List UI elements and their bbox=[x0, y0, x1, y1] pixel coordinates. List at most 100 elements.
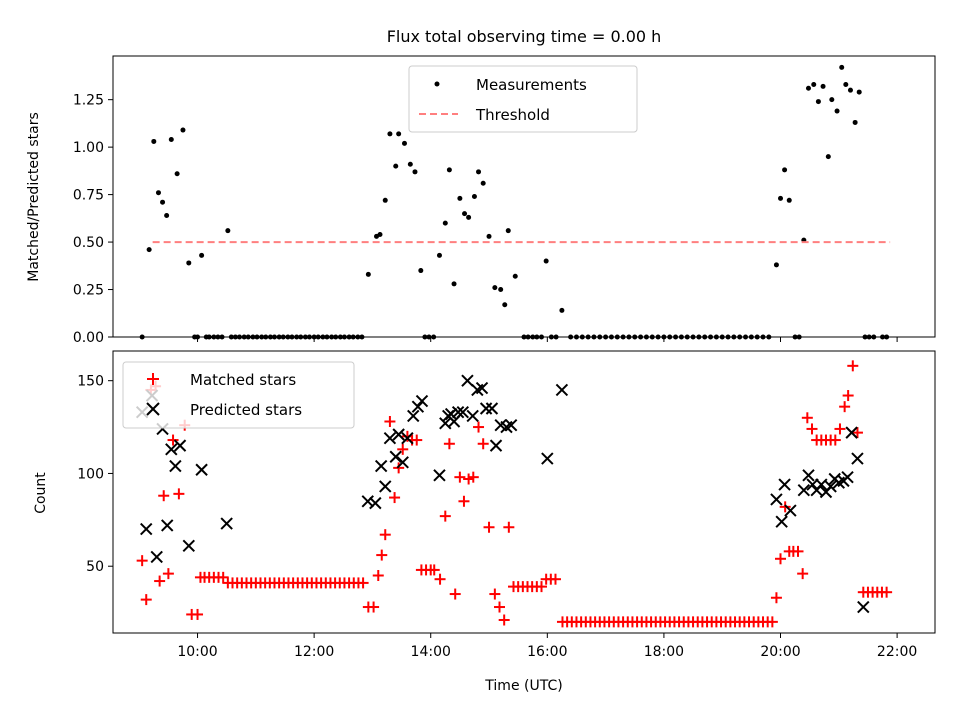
legend-matched-marker bbox=[147, 373, 159, 385]
measurement-point bbox=[180, 127, 186, 133]
measurement-point bbox=[446, 167, 452, 173]
bottom-y-tick-label: 50 bbox=[86, 559, 104, 575]
matched-point bbox=[806, 423, 818, 435]
matched-point bbox=[434, 573, 446, 585]
predicted-point bbox=[851, 452, 864, 465]
matched-point bbox=[779, 501, 791, 513]
measurement-point bbox=[396, 131, 402, 137]
matched-point bbox=[770, 592, 782, 604]
bottom-x-tick-label: 22:00 bbox=[877, 644, 917, 660]
predicted-point bbox=[379, 480, 392, 493]
predicted-point bbox=[857, 600, 870, 614]
predicted-point bbox=[541, 452, 554, 465]
measurement-point bbox=[457, 195, 463, 201]
bottom-x-axis-ticks: 10:00 12:00 14:00 16:00 18:00 20:00 22:00 bbox=[177, 633, 917, 660]
predicted-point bbox=[195, 463, 208, 476]
measurement-point bbox=[480, 180, 486, 186]
matched-point bbox=[549, 573, 561, 585]
measurement-point bbox=[174, 171, 180, 177]
measurement-point bbox=[782, 167, 788, 173]
predicted-point bbox=[369, 496, 382, 510]
bottom-axes-frame bbox=[112, 350, 936, 634]
predicted-point bbox=[815, 478, 828, 491]
measurement-point bbox=[418, 268, 424, 274]
matched-point bbox=[839, 401, 851, 413]
measurement-point bbox=[442, 220, 448, 226]
matched-point bbox=[498, 614, 510, 626]
predicted-point bbox=[392, 428, 405, 441]
bottom-x-tick-label: 20:00 bbox=[760, 644, 800, 660]
top-y-axis-label: Matched/Predicted stars bbox=[26, 112, 42, 282]
measurement-point bbox=[382, 197, 388, 203]
predicted-point bbox=[374, 459, 388, 473]
measurement-point bbox=[471, 194, 477, 199]
matched-point bbox=[467, 471, 479, 483]
predicted-point bbox=[461, 374, 474, 387]
matched-point bbox=[192, 608, 204, 620]
top-legend: Measurements Threshold bbox=[408, 65, 638, 133]
predicted-point bbox=[451, 406, 465, 419]
legend-measurements-marker bbox=[434, 81, 440, 87]
measurement-point bbox=[462, 211, 468, 217]
measurement-point bbox=[559, 307, 565, 313]
top-y-tick-label: 0.50 bbox=[73, 235, 104, 251]
matched-point bbox=[411, 434, 423, 446]
measurement-point bbox=[805, 85, 811, 91]
matched-point bbox=[379, 529, 391, 541]
predicted-point bbox=[161, 519, 174, 532]
matched-point bbox=[428, 564, 440, 576]
predicted-point bbox=[182, 539, 195, 553]
matched-point bbox=[842, 390, 854, 402]
measurement-point bbox=[393, 163, 399, 169]
measurement-point bbox=[436, 252, 442, 258]
matched-point bbox=[217, 571, 229, 583]
matched-point bbox=[357, 577, 369, 589]
legend-predicted-label: Predicted stars bbox=[190, 401, 302, 419]
measurement-point bbox=[407, 161, 413, 167]
chart-title: Flux total observing time = 0.00 h bbox=[387, 27, 662, 46]
measurement-point bbox=[829, 97, 835, 103]
predicted-point bbox=[845, 426, 858, 439]
matched-point bbox=[797, 568, 809, 580]
legend-threshold-label: Threshold bbox=[475, 106, 550, 124]
bottom-x-tick-label: 12:00 bbox=[294, 644, 334, 660]
matched-point bbox=[503, 521, 515, 533]
bottom-legend-box bbox=[122, 361, 355, 429]
matched-point bbox=[384, 416, 396, 427]
predicted-point bbox=[401, 431, 414, 445]
top-y-tick-label: 1.25 bbox=[73, 93, 104, 109]
predicted-point bbox=[169, 459, 182, 473]
legend-matched-label: Matched stars bbox=[190, 371, 296, 389]
matched-point bbox=[489, 588, 501, 600]
measurement-point bbox=[498, 287, 504, 293]
measurement-point bbox=[820, 83, 826, 89]
measurement-point bbox=[412, 169, 418, 175]
predicted-point bbox=[479, 402, 493, 415]
bottom-y-tick-label: 100 bbox=[77, 466, 104, 482]
matched-point bbox=[167, 434, 179, 446]
matched-point bbox=[158, 490, 170, 502]
measurement-point bbox=[852, 119, 858, 125]
matched-point bbox=[766, 616, 778, 628]
predicted-point bbox=[555, 383, 569, 397]
measurement-point bbox=[847, 87, 853, 93]
matched-point bbox=[454, 471, 466, 483]
measurement-point bbox=[146, 247, 152, 253]
measurement-point bbox=[225, 228, 231, 234]
measurement-point bbox=[466, 214, 472, 220]
matched-point bbox=[368, 601, 380, 613]
matched-point bbox=[372, 569, 384, 581]
measurement-point bbox=[377, 231, 383, 237]
predicted-point bbox=[841, 470, 854, 484]
measurement-point bbox=[778, 195, 784, 201]
predicted-point bbox=[778, 478, 791, 491]
matched-point bbox=[162, 568, 174, 580]
predicted-point bbox=[407, 409, 420, 423]
predicted-point bbox=[220, 517, 233, 530]
matched-point bbox=[154, 575, 166, 587]
matched-point bbox=[801, 412, 813, 424]
predicted-point bbox=[475, 381, 489, 395]
matched-point bbox=[397, 443, 409, 455]
matched-point bbox=[483, 521, 495, 533]
predicted-point bbox=[433, 469, 446, 482]
